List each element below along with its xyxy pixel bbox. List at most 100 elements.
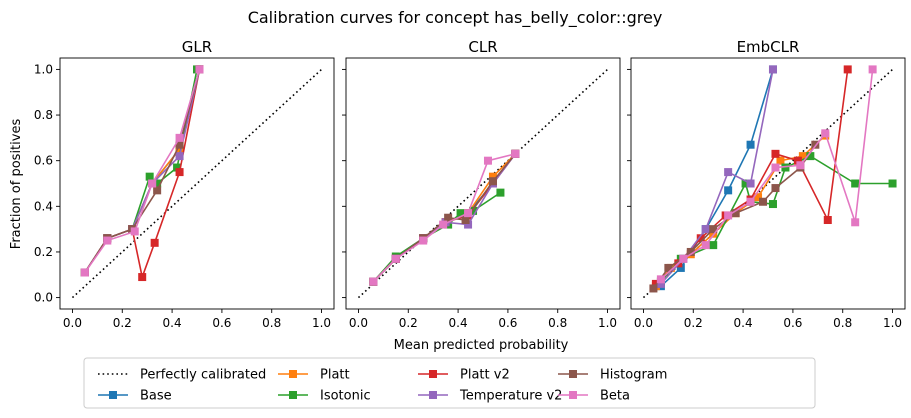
axes-frame <box>345 57 621 310</box>
x-tick-label: 0.0 <box>63 316 82 330</box>
data-point <box>686 247 695 256</box>
data-point <box>701 241 710 250</box>
y-tick-label: 0.0 <box>34 291 53 305</box>
figure-title: Calibration curves for concept has_belly… <box>248 8 663 28</box>
y-axis-label: Fraction of positives <box>9 119 24 250</box>
legend-label: Isotonic <box>320 389 371 404</box>
axes-frame <box>59 57 335 310</box>
data-point <box>148 179 157 188</box>
perfect-calibration-line <box>357 68 609 299</box>
legend-label: Perfectly calibrated <box>140 368 266 383</box>
data-point <box>175 140 184 149</box>
data-point <box>746 197 755 206</box>
data-point <box>175 133 184 142</box>
legend-entry-isotonic: Isotonic <box>278 389 371 404</box>
data-point <box>175 145 184 154</box>
plot-area <box>60 58 334 309</box>
series-beta <box>80 65 204 277</box>
subplot-title: GLR <box>182 38 212 56</box>
data-point <box>649 284 658 293</box>
x-tick-label: 0.6 <box>212 316 231 330</box>
data-point <box>798 152 807 161</box>
subplot-title: CLR <box>468 38 497 56</box>
y-tick-label: 0.6 <box>34 154 53 168</box>
data-point <box>469 206 478 215</box>
data-point <box>391 254 400 263</box>
data-point <box>741 179 750 188</box>
data-point <box>664 263 673 272</box>
x-axis-label: Mean predicted probability <box>394 338 569 353</box>
legend-swatch-marker <box>429 370 437 378</box>
x-tick-label: 0.2 <box>113 316 132 330</box>
x-tick-label: 0.6 <box>498 316 517 330</box>
data-point <box>701 225 710 234</box>
data-point <box>724 168 733 177</box>
data-point <box>80 268 89 277</box>
y-tick-label: 0.2 <box>34 245 53 259</box>
data-point <box>811 140 820 149</box>
data-point <box>851 218 860 227</box>
data-point <box>456 209 465 218</box>
data-point <box>776 156 785 165</box>
data-point <box>821 129 830 138</box>
series-beta <box>656 65 877 284</box>
subplots: GLR 0.0 0.0 0.2 0.2 0.4 0.4 0.6 0.6 0.8 0.8 1.0 1.0 C… <box>34 38 906 330</box>
data-point <box>754 193 763 202</box>
x-tick-label: 0.2 <box>684 316 703 330</box>
data-point <box>793 156 802 165</box>
x-tick-label: 0.4 <box>163 316 182 330</box>
legend-label: Beta <box>600 389 630 404</box>
data-point <box>771 184 780 193</box>
legend-entry-beta: Beta <box>558 389 630 404</box>
data-point <box>724 186 733 195</box>
legend-label: Base <box>140 389 172 404</box>
data-point <box>138 273 147 282</box>
x-tick-label: 0.8 <box>262 316 281 330</box>
x-tick-label: 0.4 <box>734 316 753 330</box>
x-tick-label: 0.0 <box>349 316 368 330</box>
data-point <box>175 168 184 177</box>
data-point <box>488 177 497 186</box>
data-point <box>851 179 860 188</box>
legend-swatch-marker <box>569 391 577 399</box>
subplot-clr: CLR 0.0 0.2 0.4 0.6 0.8 1.0 <box>342 38 621 330</box>
x-tick-label: 0.6 <box>783 316 802 330</box>
data-point <box>806 152 815 161</box>
data-point <box>150 238 159 247</box>
legend-swatch-marker <box>109 391 117 399</box>
data-point <box>419 236 428 245</box>
y-tick-label: 0.4 <box>34 199 53 213</box>
series-beta <box>369 149 520 286</box>
legend-entry-platt: Platt <box>278 368 350 383</box>
data-point <box>464 220 473 229</box>
x-tick-label: 0.8 <box>548 316 567 330</box>
data-point <box>656 275 665 284</box>
x-tick-label: 0.4 <box>449 316 468 330</box>
perfect-calibration-line <box>71 68 323 299</box>
legend-box <box>83 357 816 409</box>
data-point <box>488 172 497 181</box>
data-point <box>781 163 790 172</box>
data-point <box>461 216 470 225</box>
data-point <box>731 209 740 218</box>
legend-entry-temperature-v2: Temperature v2 <box>418 389 562 404</box>
x-tick-label: 1.0 <box>598 316 617 330</box>
data-point <box>195 65 204 74</box>
data-point <box>369 277 378 286</box>
subplot-glr: GLR 0.0 0.0 0.2 0.2 0.4 0.4 0.6 0.6 0.8 0.8 1.0 1.0 <box>34 38 335 330</box>
legend-swatch-marker <box>569 370 577 378</box>
data-point <box>679 254 688 263</box>
x-tick-label: 1.0 <box>883 316 902 330</box>
data-point <box>709 229 718 238</box>
legend-label: Platt <box>320 368 350 383</box>
axes-frame <box>630 57 906 310</box>
data-point <box>483 156 492 165</box>
data-point <box>746 140 755 149</box>
data-point <box>153 186 162 195</box>
legend-label: Histogram <box>600 368 667 383</box>
legend-entry-base: Base <box>98 389 172 404</box>
x-tick-label: 1.0 <box>312 316 331 330</box>
data-point <box>696 234 705 243</box>
data-point <box>746 179 755 188</box>
x-tick-label: 0.0 <box>634 316 653 330</box>
